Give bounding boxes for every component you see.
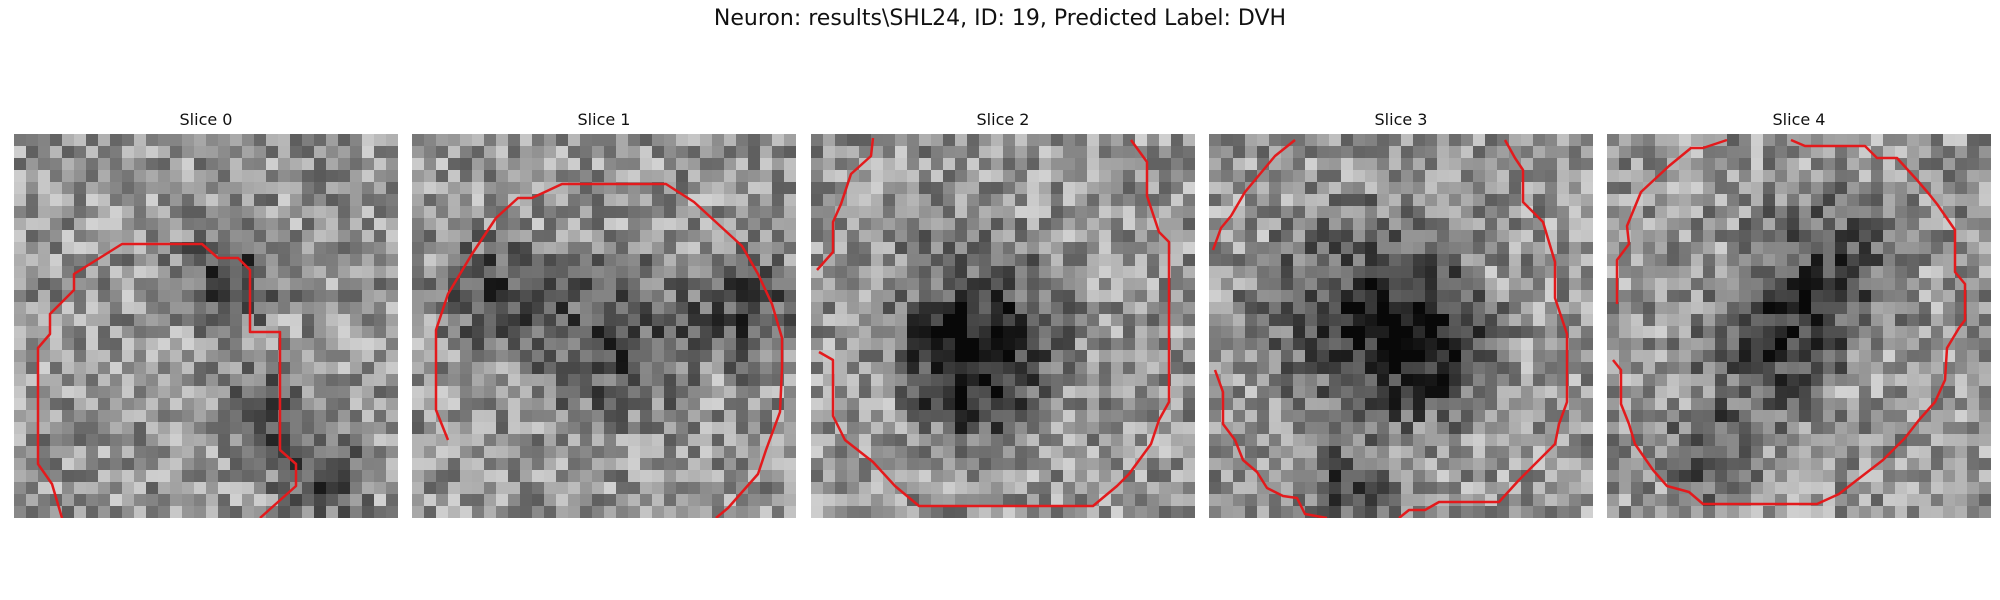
slice-3-contour [1211, 139, 1569, 518]
slice-1-panel [412, 134, 796, 518]
slice-3-title: Slice 3 [1374, 110, 1428, 129]
slice-1-image [412, 134, 796, 518]
slice-2-image [811, 134, 1195, 518]
slice-3-panel [1209, 134, 1593, 518]
slice-0-contour [36, 242, 298, 518]
slice-4-title: Slice 4 [1772, 110, 1826, 129]
slice-1-title: Slice 1 [577, 110, 631, 129]
slice-0-image [14, 134, 398, 518]
slice-4-panel [1607, 134, 1991, 518]
figure-title: Neuron: results\SHL24, ID: 19, Predicted… [713, 6, 1287, 31]
slice-4-contour [1612, 138, 1967, 506]
slice-2-panel [811, 134, 1195, 518]
slice-4-image [1607, 134, 1991, 518]
slice-0-panel [14, 134, 398, 518]
slice-1-contour [434, 182, 784, 518]
slice-2-contour [816, 137, 1171, 508]
slice-3-image [1209, 134, 1593, 518]
slice-2-title: Slice 2 [976, 110, 1030, 129]
slice-0-title: Slice 0 [179, 110, 233, 129]
